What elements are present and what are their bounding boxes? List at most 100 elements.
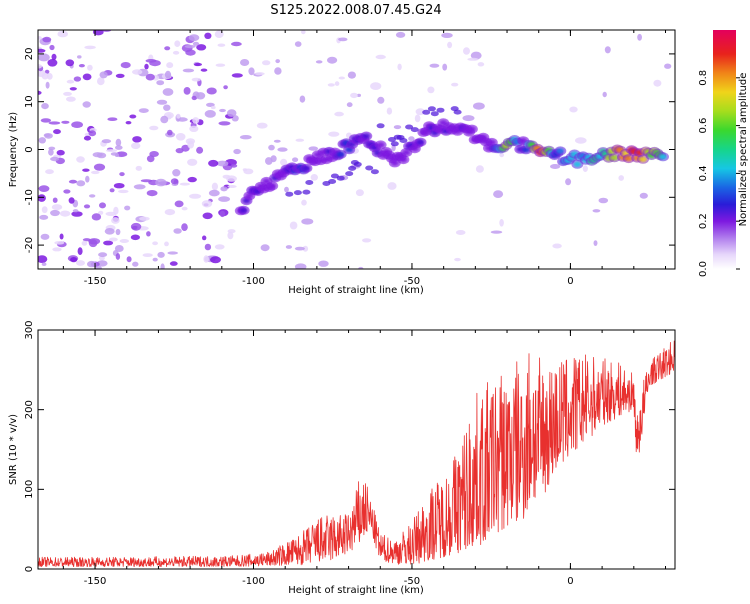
- snr-y-ticks: 0 100 200 300: [24, 320, 675, 572]
- spectrogram-noise-blob: [142, 253, 153, 257]
- spectrogram-noise-blob: [42, 36, 52, 43]
- spectrogram-y-tick-label: -10: [24, 189, 35, 205]
- spectrogram-noise-blob: [104, 228, 115, 235]
- spectrogram-noise-blob: [50, 209, 60, 217]
- spectrogram-noise-blob: [188, 34, 200, 42]
- spectrogram-noise-blob: [47, 59, 58, 67]
- spectrogram-noise-blob: [196, 44, 207, 51]
- colorbar-tick-label: 0.4: [698, 165, 709, 181]
- spectrogram-ridge-secondary: [405, 124, 414, 130]
- spectrogram-noise-blob: [565, 178, 572, 186]
- spectrogram-noise-blob: [72, 209, 79, 213]
- spectrogram-noise-blob: [41, 72, 49, 80]
- snr-x-tick-label: -100: [242, 576, 265, 587]
- spectrogram-noise-blob: [84, 45, 96, 50]
- spectrogram-ridge-secondary: [353, 161, 362, 167]
- spectrogram-noise-blob: [455, 230, 466, 235]
- spectrogram-noise-blob: [87, 64, 93, 71]
- spectrogram-noise-blob: [59, 233, 64, 240]
- spectrogram-noise-blob: [65, 59, 75, 67]
- spectrogram-noise-blob: [164, 70, 172, 79]
- spectrogram-noise-blob: [130, 234, 140, 241]
- spectrogram-noise-blob: [231, 41, 242, 47]
- spectrogram-noise-blob: [181, 223, 188, 232]
- spectrogram-noise-blob: [194, 62, 202, 67]
- spectrogram-ridge-secondary: [330, 173, 339, 179]
- spectrogram-noise-blob: [44, 133, 53, 139]
- spectrogram-ridge-layer: [234, 106, 669, 216]
- spectrogram-noise-blob: [87, 260, 97, 268]
- spectrogram-noise-blob: [227, 231, 234, 240]
- spectrogram-noise-blob: [299, 95, 306, 103]
- spectrogram-noise-blob: [214, 30, 224, 38]
- colorbar-ticks: 0.0 0.2 0.4 0.6 0.8: [698, 70, 740, 277]
- spectrogram-ridge-secondary: [422, 109, 431, 115]
- snr-line: [38, 340, 675, 567]
- spectrogram-noise-blob: [38, 255, 48, 263]
- spectrogram-noise-blob: [210, 105, 216, 110]
- spectrogram-noise-blob: [310, 174, 318, 181]
- spectrogram-noise-blob: [114, 245, 124, 252]
- spectrogram-noise-blob: [208, 159, 219, 167]
- spectrogram-noise-blob: [243, 168, 254, 175]
- spectrogram-noise-blob: [334, 81, 340, 86]
- spectrogram-noise-blob: [71, 211, 83, 217]
- spectrogram-noise-blob: [163, 104, 171, 111]
- spectrogram-noise-blob: [51, 53, 57, 61]
- spectrogram-noise-blob: [45, 81, 50, 89]
- spectrogram-noise-blob: [82, 73, 92, 81]
- spectrogram-noise-blob: [115, 253, 121, 260]
- spectrogram-noise-blob: [274, 67, 282, 75]
- spectrogram-noise-blob: [327, 83, 335, 87]
- spectrogram-noise-blob: [146, 231, 151, 237]
- colorbar-tick-label: 0.0: [698, 261, 709, 277]
- spectrogram-noise-blob: [408, 136, 415, 142]
- spectrogram-noise-blob: [107, 117, 118, 121]
- spectrogram-noise-blob: [166, 62, 174, 69]
- spectrogram-noise-blob: [277, 147, 288, 152]
- spectrogram-noise-blob: [427, 86, 435, 94]
- spectrogram-noise-blob: [113, 183, 125, 189]
- spectrogram-noise-blob: [637, 33, 642, 41]
- spectrogram-noise-blob: [46, 73, 53, 80]
- spectrogram-noise-blob: [216, 160, 229, 167]
- spectrogram-y-tick-label: 0: [24, 146, 35, 152]
- spectrogram-noise-blob: [220, 186, 228, 192]
- spectrogram-noise-blob: [175, 148, 184, 154]
- spectrogram-noise-blob: [130, 222, 142, 231]
- spectrogram-noise-blob: [475, 165, 484, 173]
- spectrogram-noise-blob: [146, 190, 158, 197]
- spectrogram-noise-blob: [203, 255, 209, 263]
- spectrogram-noise-blob: [71, 121, 83, 128]
- spectrogram-noise-blob: [575, 137, 587, 144]
- spectrogram-noise-blob: [129, 114, 137, 119]
- spectrogram-noise-blob: [370, 82, 382, 90]
- colorbar-tick-label: 0.8: [698, 70, 709, 86]
- spectrogram-noise-blob: [131, 142, 141, 150]
- colorbar-label: Normalized spectral amplitude: [738, 73, 749, 227]
- spectrogram-noise-blob: [284, 186, 289, 193]
- spectrogram-noise-blob: [202, 212, 213, 220]
- spectrogram-noise-blob: [187, 140, 195, 149]
- spectrogram-noise-blob: [470, 51, 482, 60]
- spectrogram-noise-blob: [219, 108, 226, 113]
- spectrogram-noise-blob: [38, 185, 50, 193]
- spectrogram-noise-blob: [38, 90, 42, 95]
- spectrogram-noise-blob: [477, 62, 485, 67]
- spectrogram-noise-blob: [231, 73, 243, 78]
- spectrogram-noise-blob: [230, 163, 238, 168]
- spectrogram-noise-blob: [160, 115, 169, 124]
- spectrogram-noise-blob: [301, 30, 306, 35]
- spectrogram-noise-blob: [66, 79, 75, 84]
- spectrogram-noise-blob: [99, 202, 106, 209]
- spectrogram-ridge-point: [302, 165, 311, 171]
- spectrogram-noise-blob: [111, 217, 120, 224]
- spectrogram-noise-blob: [48, 121, 61, 125]
- spectrogram-noise-blob: [179, 182, 190, 186]
- snr-y-tick-label: 100: [24, 480, 35, 499]
- spectrogram-noise-blob: [170, 178, 179, 185]
- spectrogram-noise-blob: [358, 266, 364, 269]
- spectrogram-noise-blob: [191, 77, 201, 82]
- spectrogram-noise-blob: [582, 165, 588, 173]
